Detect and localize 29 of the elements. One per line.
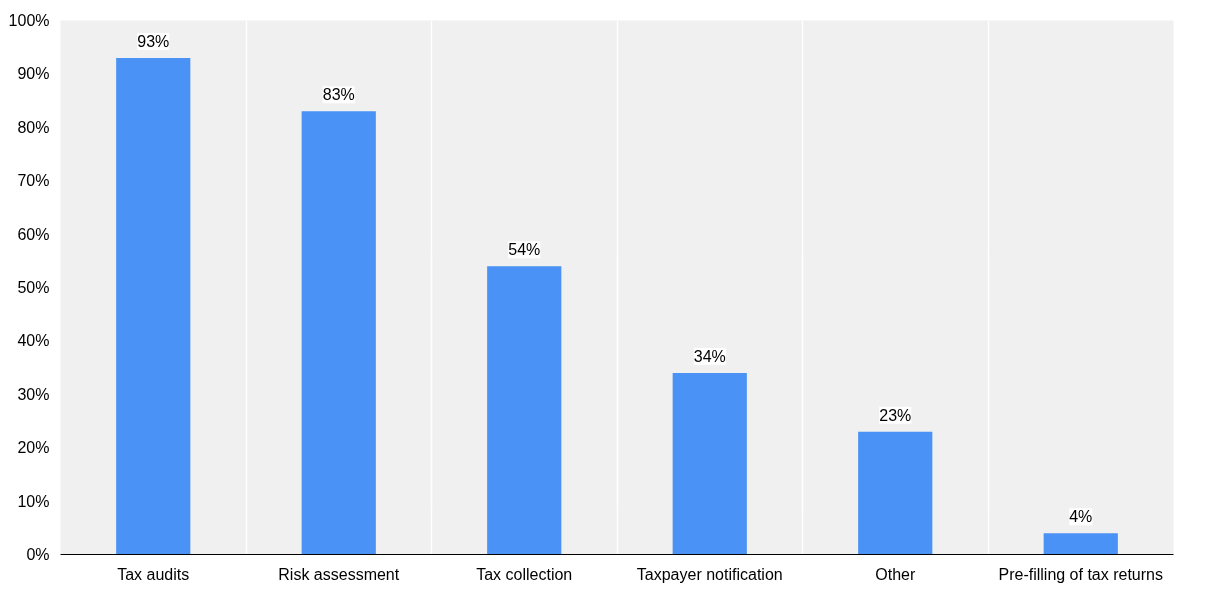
data-label: 83% [322, 86, 355, 104]
y-tick-label: 40% [17, 332, 50, 350]
y-tick-label: 90% [17, 65, 50, 83]
data-label: 23% [879, 406, 912, 424]
x-tick-label: Tax collection [476, 565, 573, 583]
x-tick-label: Tax audits [117, 565, 190, 583]
bar [1043, 533, 1118, 555]
data-label: 54% [508, 241, 541, 259]
y-tick-label: 50% [17, 279, 50, 296]
x-tick-label: Taxpayer notification [636, 565, 783, 583]
y-tick-label: 80% [17, 118, 50, 136]
y-tick-label: 60% [17, 225, 50, 243]
y-tick-label: 100% [8, 12, 50, 29]
x-tick-label: Pre-filling of tax returns [998, 565, 1164, 583]
y-tick-label: 20% [17, 439, 50, 457]
bar [301, 111, 376, 555]
y-tick-label: 30% [17, 385, 50, 403]
bar [858, 431, 933, 555]
data-label: 4% [1069, 508, 1093, 526]
x-tick-label: Other [875, 565, 916, 583]
y-tick-label: 70% [17, 172, 50, 190]
bar [487, 266, 562, 555]
bar [672, 372, 747, 555]
data-label: 34% [693, 347, 726, 365]
data-label: 93% [137, 32, 170, 50]
y-tick-label: 0% [26, 546, 50, 563]
bar [116, 57, 191, 555]
y-tick-label: 10% [17, 492, 50, 510]
x-tick-label: Risk assessment [278, 565, 400, 583]
